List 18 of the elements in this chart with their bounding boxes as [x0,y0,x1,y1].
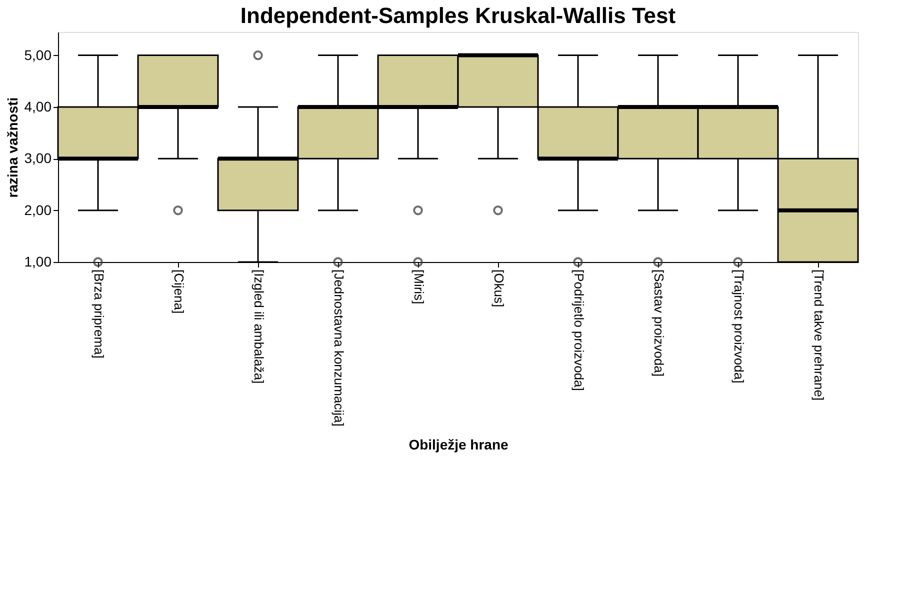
x-tick-label: [Izgled ili ambalaža] [252,270,266,384]
y-tick-label: 3,00 [24,150,52,166]
x-tick-label: [Podrijetlo proizvoda] [572,270,586,391]
x-tick-label: [Miris] [412,270,426,304]
y-tick-label: 4,00 [24,98,52,114]
y-tick-label: 5,00 [24,46,52,63]
x-axis-title: Obilježje hrane [408,436,509,452]
y-tick-label: 1,00 [24,254,52,270]
y-axis-title: razina važnosti [4,97,20,198]
x-tick-label: [Trend takve prehrane] [812,270,826,401]
chart-title: Independent-Samples Kruskal-Wallis Test [240,3,676,28]
y-tick-label: 2,00 [24,202,52,218]
x-tick-label: [Cijena] [172,270,186,314]
x-tick-label: [Brza priprema] [92,270,106,358]
x-tick-label: [Okus] [492,270,506,308]
x-tick-label: [Trajnost proizvoda] [732,270,746,384]
x-tick-label: [Jednostavna konzumacija] [332,270,346,426]
x-tick-label: [Sastav proizvoda] [652,270,666,376]
